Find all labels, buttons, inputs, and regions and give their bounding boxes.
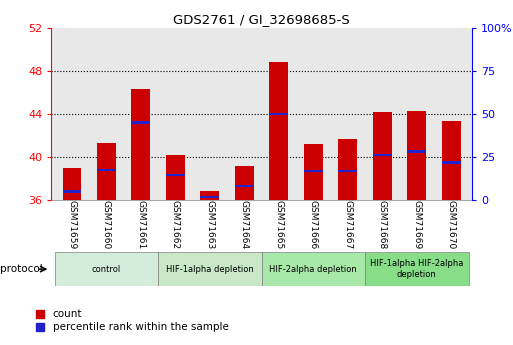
Legend: count, percentile rank within the sample: count, percentile rank within the sample xyxy=(36,309,228,333)
Bar xyxy=(304,170,323,172)
Text: GSM71660: GSM71660 xyxy=(102,200,111,249)
Bar xyxy=(442,161,461,164)
Bar xyxy=(166,155,185,200)
Text: GSM71659: GSM71659 xyxy=(68,200,76,249)
Bar xyxy=(235,166,254,200)
Text: HIF-2alpha depletion: HIF-2alpha depletion xyxy=(269,265,357,274)
Bar xyxy=(201,191,220,200)
Bar xyxy=(131,89,150,200)
Text: HIF-1alpha HIF-2alpha
depletion: HIF-1alpha HIF-2alpha depletion xyxy=(370,259,463,279)
Bar xyxy=(97,169,116,171)
Bar xyxy=(269,113,288,115)
Bar xyxy=(269,62,288,200)
Title: GDS2761 / GI_32698685-S: GDS2761 / GI_32698685-S xyxy=(173,13,350,27)
Bar xyxy=(55,252,158,286)
Bar xyxy=(201,196,220,198)
Bar xyxy=(235,185,254,187)
Bar xyxy=(373,154,392,156)
Bar xyxy=(63,168,82,200)
Text: GSM71670: GSM71670 xyxy=(447,200,456,249)
Bar xyxy=(407,111,426,200)
Bar xyxy=(339,170,358,172)
Bar xyxy=(158,252,262,286)
Text: GSM71662: GSM71662 xyxy=(171,200,180,249)
Text: control: control xyxy=(92,265,121,274)
Text: GSM71663: GSM71663 xyxy=(205,200,214,249)
Text: GSM71665: GSM71665 xyxy=(274,200,283,249)
Bar xyxy=(63,190,82,193)
Text: GSM71666: GSM71666 xyxy=(309,200,318,249)
Bar xyxy=(339,139,358,200)
Bar xyxy=(373,112,392,200)
Bar xyxy=(365,252,468,286)
Bar xyxy=(97,143,116,200)
Text: GSM71664: GSM71664 xyxy=(240,200,249,249)
Text: GSM71667: GSM71667 xyxy=(343,200,352,249)
Text: GSM71661: GSM71661 xyxy=(136,200,146,249)
Text: protocol: protocol xyxy=(0,264,43,274)
Bar xyxy=(304,144,323,200)
Text: GSM71668: GSM71668 xyxy=(378,200,387,249)
Bar xyxy=(131,121,150,124)
Bar xyxy=(262,252,365,286)
Text: GSM71669: GSM71669 xyxy=(412,200,421,249)
Bar xyxy=(407,150,426,153)
Text: HIF-1alpha depletion: HIF-1alpha depletion xyxy=(166,265,254,274)
Bar xyxy=(166,174,185,177)
Bar xyxy=(442,121,461,200)
